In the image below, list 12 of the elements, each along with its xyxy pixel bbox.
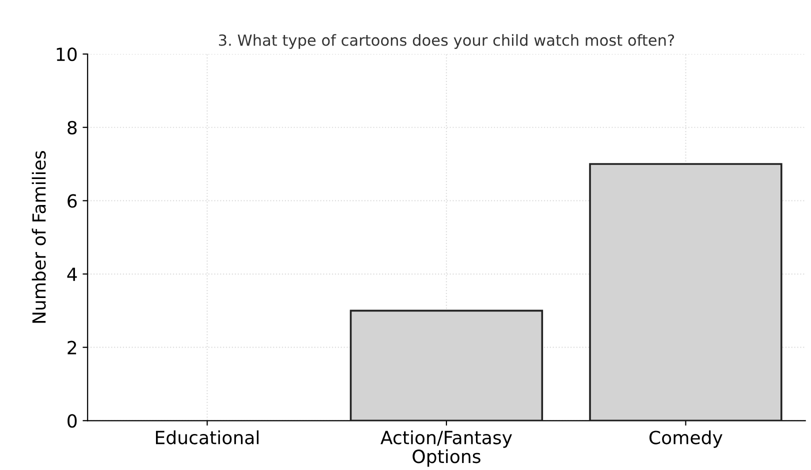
chart-title: 3. What type of cartoons does your child watch most often?: [218, 34, 674, 49]
x-axis-title: Options: [412, 449, 480, 467]
y-tick-label: 4: [67, 268, 77, 281]
y-tick-label: 0: [68, 414, 77, 428]
x-tick-label: Action/Fantasy: [380, 430, 512, 448]
y-axis-title: Number of Families: [32, 151, 46, 323]
x-tick-label: Comedy: [649, 430, 722, 448]
x-tick-label: Educational: [156, 430, 258, 444]
y-tick-label: 10: [56, 48, 77, 62]
y-tick-label: 2: [68, 340, 76, 354]
y-tick-label: 6: [68, 194, 77, 208]
y-tick-label: 8: [68, 120, 77, 134]
